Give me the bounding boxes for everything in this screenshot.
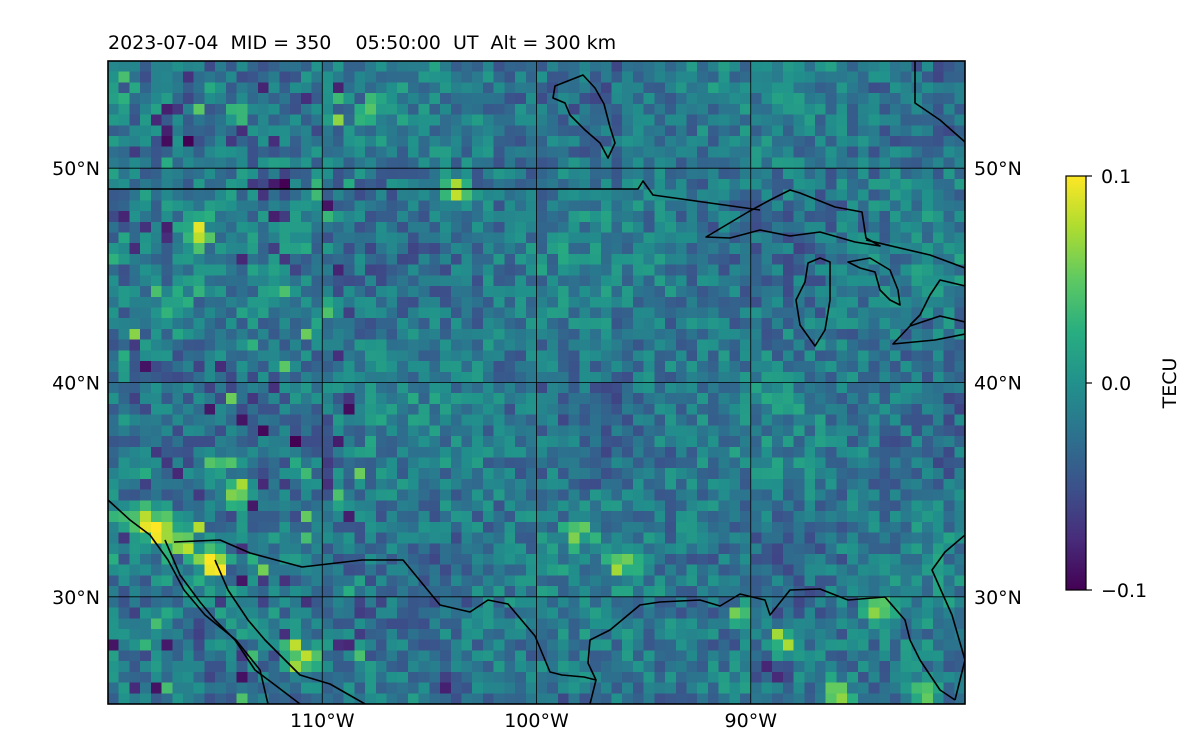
gulf-coast xyxy=(587,588,956,701)
colorbar-tick-label: 0.1 xyxy=(1101,166,1131,188)
us-canada-border xyxy=(108,180,761,211)
colorbar-tick-label: −0.1 xyxy=(1101,580,1147,602)
us-mexico-border xyxy=(173,539,597,704)
map-panel: 110°W 100°W 90°W 30°N 30°N 40°N 40°N 50°N 50°N xyxy=(52,60,1022,732)
lon-tick-label: 90°W xyxy=(725,710,778,732)
coastlines xyxy=(108,61,965,704)
lat-tick-label-right: 30°N xyxy=(974,587,1022,609)
lake-huron xyxy=(847,257,901,306)
chart-title: 2023-07-04 MID = 350 05:50:00 UT Alt = 3… xyxy=(108,32,616,54)
gulf-of-california-coast xyxy=(214,559,366,704)
colorbar-tick-label: 0.0 xyxy=(1101,373,1131,395)
lat-tick-label-left: 40°N xyxy=(52,373,100,395)
lake-michigan xyxy=(795,257,831,347)
hudson-bay-coast xyxy=(552,74,616,159)
colorbar: 0.1 0.0 −0.1 TECU xyxy=(1065,166,1181,602)
map-frame xyxy=(107,60,966,705)
colorbar-gradient xyxy=(1065,175,1087,591)
florida-coast xyxy=(931,534,965,701)
colorbar-ticks: 0.1 0.0 −0.1 xyxy=(1086,166,1147,602)
graticule xyxy=(108,61,965,704)
colorbar-label: TECU xyxy=(1159,358,1181,410)
lat-tick-label-left: 50°N xyxy=(52,158,100,180)
northeast-coast xyxy=(914,61,965,143)
east-canada-coast xyxy=(865,239,965,326)
lon-tick-label: 100°W xyxy=(504,710,569,732)
lake-superior xyxy=(705,189,881,247)
longitude-tick-labels: 110°W 100°W 90°W xyxy=(290,710,777,732)
lat-tick-label-right: 50°N xyxy=(974,158,1022,180)
lon-tick-label: 110°W xyxy=(290,710,355,732)
lat-tick-label-left: 30°N xyxy=(52,587,100,609)
lakes-erie-ontario xyxy=(892,315,965,345)
pacific-coast xyxy=(108,499,269,704)
lat-tick-label-right: 40°N xyxy=(974,373,1022,395)
latitude-tick-labels: 30°N 30°N 40°N 40°N 50°N 50°N xyxy=(52,158,1022,609)
baja-california xyxy=(164,539,301,704)
